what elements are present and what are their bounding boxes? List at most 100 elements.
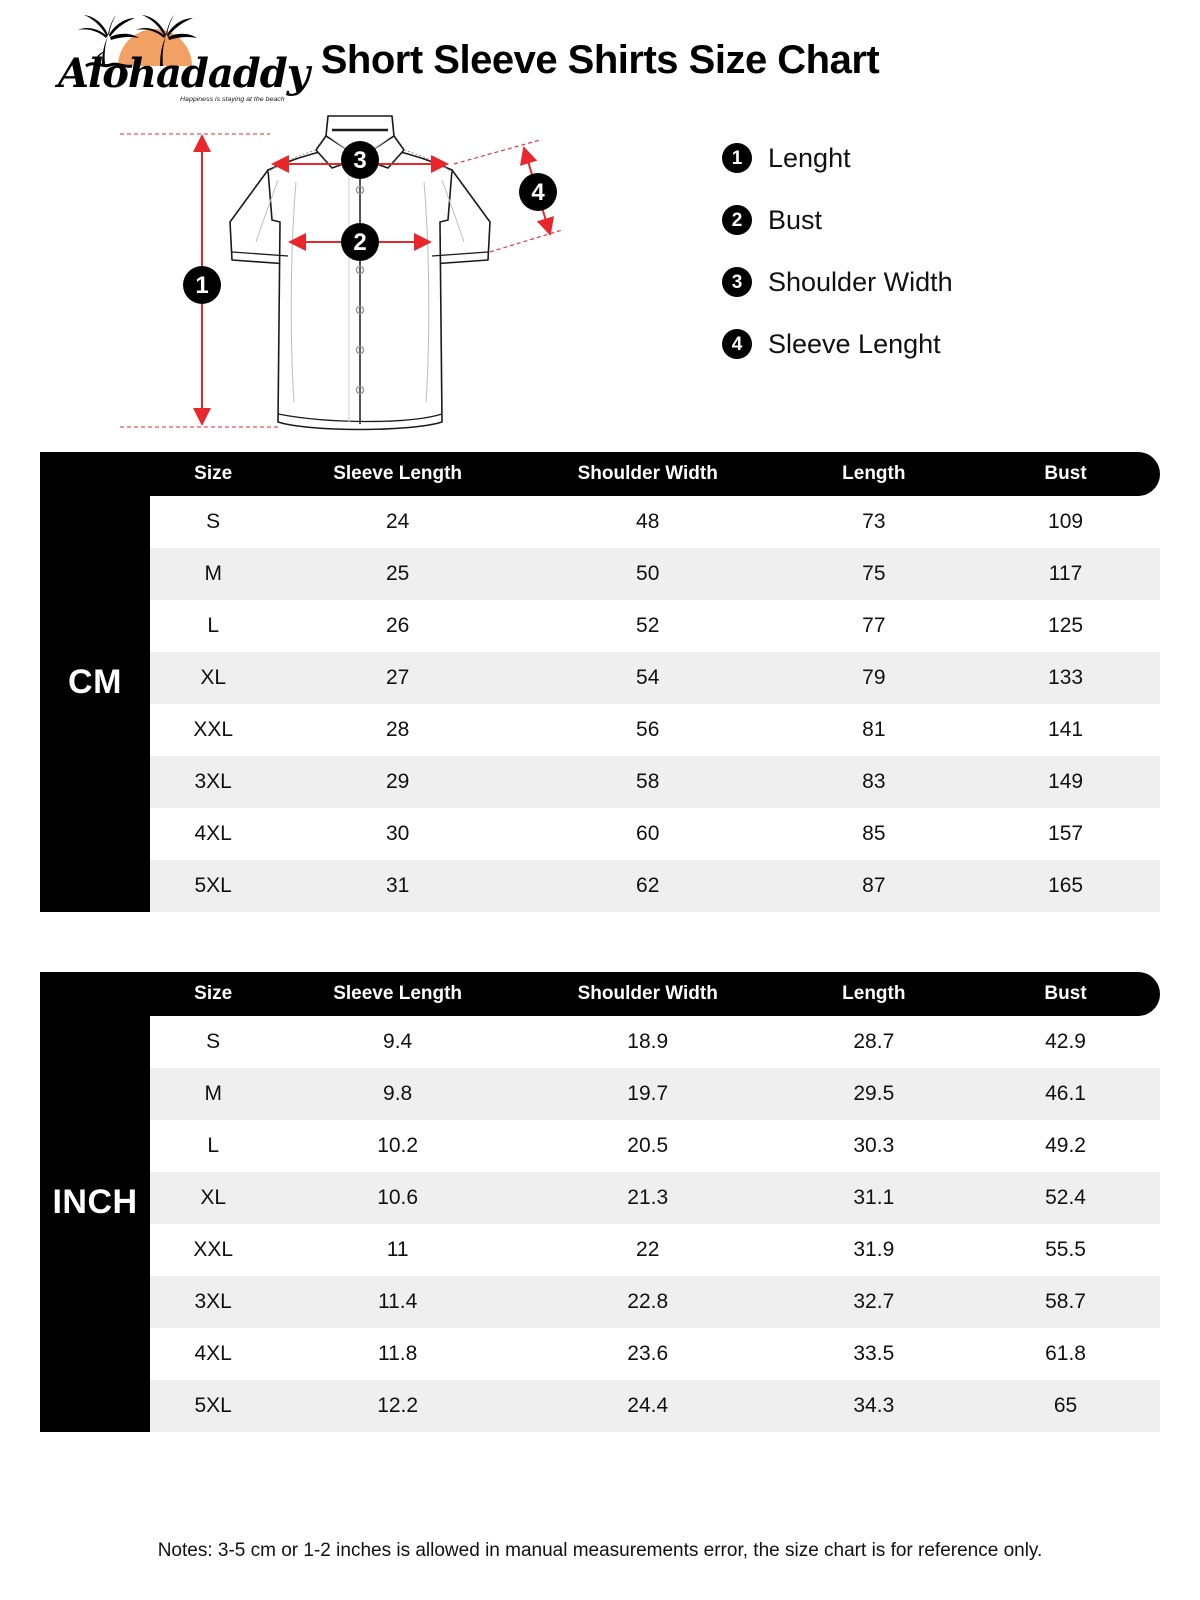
table-row: M 25 50 75 117 [150,548,1160,600]
cell-length: 79 [776,652,972,704]
table-row: XL 27 54 79 133 [150,652,1160,704]
cell-length: 77 [776,600,972,652]
legend-item-length: 1 Lenght [722,127,1142,189]
cell-length: 31.1 [776,1172,972,1224]
cell-size: 4XL [150,808,277,860]
marker-1: 1 [183,266,221,304]
unit-label-inch: INCH [40,972,150,1432]
table-header-row: Size Sleeve Length Shoulder Width Length… [150,452,1160,496]
table-row: XXL 28 56 81 141 [150,704,1160,756]
cell-shoulder: 56 [518,704,777,756]
col-header-sleeve-length: Sleeve Length [276,452,519,496]
measurement-diagram-section: 1 2 3 4 1 Lenght 2 Bust 3 S [0,112,1200,452]
cell-size: 5XL [150,860,277,912]
cell-shoulder: 50 [518,548,777,600]
cell-shoulder: 18.9 [518,1016,777,1068]
inch-size-table: INCH Size Sleeve Length Shoulder Width L… [40,972,1160,1432]
legend-badge-2-icon: 2 [722,205,752,235]
page-header: Alohadaddy Happiness is staying at the b… [0,0,1200,112]
cell-sleeve: 11.8 [276,1328,519,1380]
legend-badge-3-icon: 3 [722,267,752,297]
cell-sleeve: 9.8 [276,1068,519,1120]
cell-sleeve: 29 [276,756,519,808]
cell-sleeve: 28 [276,704,519,756]
cell-sleeve: 11.4 [276,1276,519,1328]
table-row: 3XL 29 58 83 149 [150,756,1160,808]
col-header-size: Size [150,972,277,1016]
legend-label-3: Shoulder Width [768,266,953,297]
cell-sleeve: 12.2 [276,1380,519,1432]
col-header-bust: Bust [971,972,1160,1016]
cell-shoulder: 23.6 [518,1328,777,1380]
cell-bust: 46.1 [971,1068,1160,1120]
cell-sleeve: 30 [276,808,519,860]
svg-text:2: 2 [353,229,366,256]
cell-length: 73 [776,496,972,548]
cell-size: L [150,600,277,652]
inch-size-table-block: INCH Size Sleeve Length Shoulder Width L… [0,972,1200,1432]
table-row: XXL 11 22 31.9 55.5 [150,1224,1160,1276]
col-header-size: Size [150,452,277,496]
cell-bust: 61.8 [971,1328,1160,1380]
cell-length: 33.5 [776,1328,972,1380]
cell-shoulder: 22 [518,1224,777,1276]
col-header-bust: Bust [971,452,1160,496]
page-title: Short Sleeve Shirts Size Chart [320,38,880,82]
brand-tagline: Happiness is staying at the beach [180,96,285,103]
cell-bust: 141 [971,704,1160,756]
table-row: S 24 48 73 109 [150,496,1160,548]
cell-length: 28.7 [776,1016,972,1068]
col-header-shoulder-width: Shoulder Width [518,972,777,1016]
cell-shoulder: 19.7 [518,1068,777,1120]
cell-length: 81 [776,704,972,756]
table-header-row: Size Sleeve Length Shoulder Width Length… [150,972,1160,1016]
cell-size: 5XL [150,1380,277,1432]
cell-shoulder: 58 [518,756,777,808]
cell-length: 85 [776,808,972,860]
cell-size: L [150,1120,277,1172]
cell-length: 34.3 [776,1380,972,1432]
cm-size-table: CM Size Sleeve Length Shoulder Width Len… [40,452,1160,912]
cell-shoulder: 48 [518,496,777,548]
brand-logo: Alohadaddy Happiness is staying at the b… [28,8,310,108]
cell-bust: 117 [971,548,1160,600]
legend-label-1: Lenght [768,142,851,173]
cell-sleeve: 10.2 [276,1120,519,1172]
table-row: M 9.8 19.7 29.5 46.1 [150,1068,1160,1120]
cm-table: Size Sleeve Length Shoulder Width Length… [150,452,1160,912]
svg-text:1: 1 [195,272,208,299]
cell-shoulder: 20.5 [518,1120,777,1172]
cell-sleeve: 26 [276,600,519,652]
legend-label-4: Sleeve Lenght [768,328,941,359]
cell-bust: 133 [971,652,1160,704]
cell-length: 32.7 [776,1276,972,1328]
short-sleeve-shirt-illustration: 1 2 3 4 [120,115,563,431]
table-row: L 26 52 77 125 [150,600,1160,652]
table-row: 5XL 12.2 24.4 34.3 65 [150,1380,1160,1432]
cell-sleeve: 25 [276,548,519,600]
cell-bust: 165 [971,860,1160,912]
unit-label-cm: CM [40,452,150,912]
legend-item-bust: 2 Bust [722,189,1142,251]
cell-size: 4XL [150,1328,277,1380]
cell-length: 29.5 [776,1068,972,1120]
cell-bust: 58.7 [971,1276,1160,1328]
cell-size: S [150,1016,277,1068]
col-header-length: Length [776,452,972,496]
cell-shoulder: 52 [518,600,777,652]
cell-shoulder: 24.4 [518,1380,777,1432]
table-row: S 9.4 18.9 28.7 42.9 [150,1016,1160,1068]
table-row: 5XL 31 62 87 165 [150,860,1160,912]
table-row: 4XL 30 60 85 157 [150,808,1160,860]
cell-shoulder: 21.3 [518,1172,777,1224]
cell-bust: 55.5 [971,1224,1160,1276]
cell-length: 75 [776,548,972,600]
col-header-shoulder-width: Shoulder Width [518,452,777,496]
svg-text:4: 4 [531,179,545,206]
palm-trees-sunset-icon [78,15,197,68]
cell-size: XXL [150,704,277,756]
cell-sleeve: 27 [276,652,519,704]
table-spacer [0,912,1200,972]
legend-badge-1-icon: 1 [722,143,752,173]
notes-text: Notes: 3-5 cm or 1-2 inches is allowed i… [157,1540,1043,1561]
